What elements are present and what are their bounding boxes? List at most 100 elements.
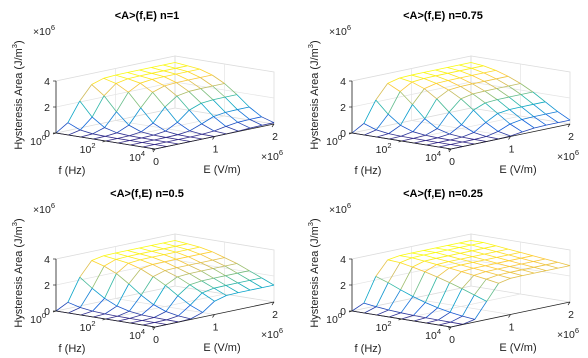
mesh-line-e (141, 137, 155, 141)
mesh-line-e (496, 251, 509, 256)
mesh-line-e (485, 122, 499, 132)
mesh-line-e (141, 131, 154, 136)
y-tick-label-exponent: 4 (141, 149, 145, 158)
mesh-line-e (225, 275, 239, 284)
mesh-line-f (214, 295, 227, 302)
y-tick-label: 100 (30, 133, 46, 148)
mesh-line-e (187, 65, 200, 70)
y-tick-label-base: 10 (376, 144, 388, 156)
mesh-line-f (151, 242, 164, 246)
mesh-line-e (521, 106, 535, 117)
mesh-line-e (213, 277, 227, 286)
mesh-line-e (498, 274, 511, 279)
mesh-line-e (91, 260, 105, 267)
mesh-line-e (450, 144, 463, 147)
mesh-line-e (212, 268, 226, 277)
z-axis-label-close: ) (13, 40, 25, 44)
mesh-line-f (140, 92, 153, 109)
mesh-line-e (140, 259, 153, 265)
y-tick-label-base: 10 (129, 152, 141, 164)
x-tick-label: 0 (153, 334, 159, 346)
mesh-line-f (152, 261, 165, 265)
mesh-line-f (213, 285, 227, 289)
mesh-line-f (509, 269, 523, 273)
mesh-line-e (115, 252, 128, 257)
z-tick-label: 0 (340, 306, 346, 318)
mesh-line-e (261, 277, 275, 286)
mesh-line-f (424, 82, 437, 90)
mesh-line-f (116, 91, 129, 112)
y-tick-label-base: 10 (425, 152, 437, 164)
mesh-line-e (459, 252, 473, 257)
mesh-line-f (510, 275, 523, 279)
mesh-line-f (103, 74, 116, 79)
mesh-line-f (80, 310, 93, 316)
mesh-line-e (129, 317, 143, 321)
mesh-line-f (484, 257, 497, 261)
mesh-line-f (400, 296, 414, 314)
mesh-line-f (486, 274, 499, 280)
mesh-line-e (200, 88, 214, 101)
z-exponent-label: ×106 (33, 201, 55, 216)
z-axis-label-close: ) (13, 218, 25, 222)
y-tick-label: 104 (129, 149, 145, 164)
mesh-line-e (129, 135, 142, 139)
mesh-line-f (497, 266, 510, 270)
mesh-line-f (213, 275, 226, 279)
mesh-line-f (534, 270, 547, 274)
mesh-line-f (140, 78, 153, 84)
y-tick-label-exponent: 2 (387, 141, 391, 150)
mesh-line-f (437, 311, 451, 321)
mesh-line-f (117, 140, 130, 144)
mesh-line-f (459, 250, 473, 254)
mesh-line-e (363, 123, 377, 131)
mesh-line-f (139, 67, 152, 71)
mesh-line-e (459, 242, 472, 246)
mesh-line-f (250, 124, 263, 129)
y-tick-label-exponent: 4 (437, 149, 441, 158)
mesh-line-f (237, 280, 250, 284)
y-tick-label-base: 10 (326, 314, 338, 326)
mesh-line-f (92, 298, 105, 312)
y-tick-mark (151, 326, 156, 329)
mesh-line-f (399, 257, 413, 264)
mesh-line-f (212, 265, 226, 269)
mesh-line-f (165, 134, 178, 138)
mesh-line-f (152, 254, 165, 258)
x-tick-mark (508, 136, 511, 140)
x-exponent-label: ×106 (261, 326, 283, 341)
mesh-line-f (510, 131, 523, 137)
mesh-line-e (190, 304, 203, 313)
mesh-line-e (484, 259, 498, 264)
mesh-line-e (178, 139, 191, 142)
x-axis-label: E (V/m) (499, 342, 536, 354)
mesh-line-e (508, 96, 522, 108)
y-tick-label: 102 (80, 141, 96, 156)
mesh-line-e (165, 285, 179, 297)
mesh-line-e (212, 85, 226, 98)
mesh-line-e (104, 135, 118, 139)
y-tick-label-base: 10 (425, 330, 437, 342)
mesh-line-f (225, 109, 238, 113)
mesh-line-e (163, 70, 177, 75)
mesh-line-f (533, 258, 546, 262)
mesh-line-e (116, 273, 130, 285)
mesh-line-e (249, 280, 263, 288)
mesh-line-f (190, 312, 203, 320)
mesh-line-f (508, 83, 521, 87)
mesh-line-f (153, 311, 167, 318)
mesh-line-f (461, 132, 474, 138)
mesh-line-e (165, 311, 179, 317)
y-tick-label: 104 (425, 327, 441, 342)
y-tick-label: 102 (376, 319, 392, 334)
mesh-line-f (484, 78, 497, 82)
mesh-line-e (140, 82, 153, 93)
mesh-line-e (152, 264, 166, 271)
mesh-line-f (424, 264, 437, 273)
mesh-line-f (188, 253, 201, 258)
mesh-line-f (104, 132, 118, 137)
mesh-line-f (447, 242, 460, 246)
mesh-line-e (435, 75, 449, 81)
y-tick-label-exponent: 0 (42, 133, 46, 142)
